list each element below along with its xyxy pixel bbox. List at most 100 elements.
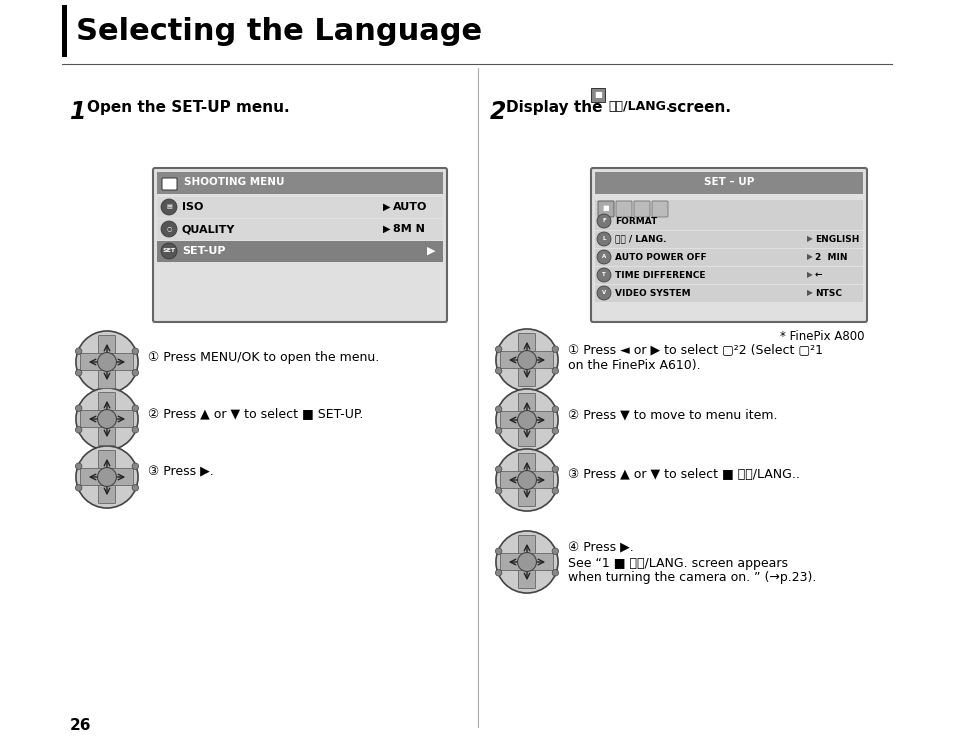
Text: V: V bbox=[601, 291, 605, 295]
Circle shape bbox=[161, 221, 177, 237]
Circle shape bbox=[132, 427, 138, 433]
Circle shape bbox=[495, 548, 501, 554]
Circle shape bbox=[597, 268, 610, 282]
Circle shape bbox=[495, 406, 501, 412]
Circle shape bbox=[495, 466, 501, 473]
Text: ▶: ▶ bbox=[806, 252, 812, 261]
Text: ③ Press ▲ or ▼ to select ■ 言語/LANG..: ③ Press ▲ or ▼ to select ■ 言語/LANG.. bbox=[567, 469, 799, 482]
Bar bbox=[157, 197, 442, 218]
Text: ISO: ISO bbox=[182, 202, 203, 212]
FancyBboxPatch shape bbox=[152, 168, 447, 322]
FancyBboxPatch shape bbox=[80, 411, 133, 427]
Text: ○: ○ bbox=[166, 226, 172, 232]
Text: SHOOTING MENU: SHOOTING MENU bbox=[184, 177, 284, 187]
Text: TIME DIFFERENCE: TIME DIFFERENCE bbox=[615, 270, 705, 279]
Text: ① Press ◄ or ▶ to select ▢²2 (Select ▢²1: ① Press ◄ or ▶ to select ▢²2 (Select ▢²1 bbox=[567, 344, 822, 356]
Text: SET-UP: SET-UP bbox=[182, 246, 225, 256]
FancyBboxPatch shape bbox=[616, 201, 631, 217]
Bar bbox=[595, 213, 862, 230]
Text: * FinePix A800: * FinePix A800 bbox=[780, 330, 864, 343]
Bar bbox=[157, 219, 442, 240]
FancyBboxPatch shape bbox=[517, 393, 535, 447]
Circle shape bbox=[97, 467, 116, 486]
Circle shape bbox=[495, 427, 501, 434]
Text: F: F bbox=[601, 218, 605, 223]
Bar bbox=[595, 200, 862, 218]
Text: See “1 ■ 言語/LANG. screen appears: See “1 ■ 言語/LANG. screen appears bbox=[567, 556, 787, 569]
Circle shape bbox=[552, 346, 558, 353]
Circle shape bbox=[597, 232, 610, 246]
Circle shape bbox=[517, 553, 536, 572]
Circle shape bbox=[97, 353, 116, 371]
Text: A: A bbox=[601, 254, 605, 260]
Text: ←: ← bbox=[814, 270, 821, 279]
Circle shape bbox=[552, 406, 558, 412]
Ellipse shape bbox=[496, 389, 558, 451]
Bar bbox=[595, 267, 862, 284]
Text: Selecting the Language: Selecting the Language bbox=[76, 17, 481, 45]
Bar bbox=[595, 172, 862, 194]
Text: AUTO POWER OFF: AUTO POWER OFF bbox=[615, 252, 706, 261]
FancyBboxPatch shape bbox=[499, 351, 553, 368]
Circle shape bbox=[552, 466, 558, 473]
Text: 2  MIN: 2 MIN bbox=[814, 252, 846, 261]
FancyBboxPatch shape bbox=[517, 535, 535, 589]
FancyBboxPatch shape bbox=[499, 553, 553, 571]
Circle shape bbox=[495, 488, 501, 494]
FancyBboxPatch shape bbox=[80, 468, 133, 485]
Text: ▶: ▶ bbox=[806, 270, 812, 279]
Text: ▶: ▶ bbox=[382, 202, 390, 212]
Circle shape bbox=[597, 250, 610, 264]
Text: ② Press ▼ to move to menu item.: ② Press ▼ to move to menu item. bbox=[567, 408, 777, 421]
Text: AUTO: AUTO bbox=[393, 202, 427, 212]
Text: VIDEO SYSTEM: VIDEO SYSTEM bbox=[615, 288, 690, 297]
Bar bbox=[590, 88, 604, 102]
Bar bbox=[157, 241, 442, 262]
Circle shape bbox=[161, 199, 177, 215]
Circle shape bbox=[75, 405, 82, 411]
FancyBboxPatch shape bbox=[499, 411, 553, 429]
FancyBboxPatch shape bbox=[517, 453, 535, 507]
Circle shape bbox=[495, 368, 501, 374]
Circle shape bbox=[552, 427, 558, 434]
Bar bbox=[157, 172, 442, 194]
Circle shape bbox=[495, 346, 501, 353]
Ellipse shape bbox=[496, 531, 558, 593]
Text: ▶: ▶ bbox=[426, 246, 435, 256]
Circle shape bbox=[552, 488, 558, 494]
Circle shape bbox=[132, 485, 138, 491]
Text: T: T bbox=[601, 273, 605, 278]
Text: ③ Press ▶.: ③ Press ▶. bbox=[148, 466, 213, 479]
FancyBboxPatch shape bbox=[98, 335, 115, 389]
Bar bbox=[62, 5, 67, 57]
Circle shape bbox=[517, 470, 536, 489]
Text: 言語 / LANG.: 言語 / LANG. bbox=[615, 235, 666, 244]
Ellipse shape bbox=[496, 449, 558, 511]
Circle shape bbox=[97, 409, 116, 428]
Text: ② Press ▲ or ▼ to select ■ SET-UP.: ② Press ▲ or ▼ to select ■ SET-UP. bbox=[148, 408, 363, 421]
Circle shape bbox=[552, 548, 558, 554]
Text: FORMAT: FORMAT bbox=[615, 217, 657, 226]
Circle shape bbox=[495, 569, 501, 576]
Circle shape bbox=[517, 411, 536, 430]
Text: 26: 26 bbox=[70, 718, 91, 733]
Circle shape bbox=[75, 427, 82, 433]
Text: SET: SET bbox=[162, 248, 175, 254]
Text: ④ Press ▶.: ④ Press ▶. bbox=[567, 541, 633, 554]
FancyBboxPatch shape bbox=[98, 393, 115, 445]
Text: on the FinePix A610).: on the FinePix A610). bbox=[567, 359, 700, 372]
Ellipse shape bbox=[496, 329, 558, 391]
Ellipse shape bbox=[76, 446, 138, 508]
Text: screen.: screen. bbox=[662, 100, 730, 115]
Text: ① Press MENU/OK to open the menu.: ① Press MENU/OK to open the menu. bbox=[148, 350, 379, 363]
Ellipse shape bbox=[76, 388, 138, 450]
FancyBboxPatch shape bbox=[98, 450, 115, 504]
Text: ▶: ▶ bbox=[382, 224, 390, 234]
Ellipse shape bbox=[76, 331, 138, 393]
Circle shape bbox=[597, 214, 610, 228]
Text: QUALITY: QUALITY bbox=[182, 224, 235, 234]
FancyBboxPatch shape bbox=[80, 353, 133, 371]
Text: ▶: ▶ bbox=[806, 288, 812, 297]
Circle shape bbox=[75, 348, 82, 354]
FancyBboxPatch shape bbox=[590, 168, 866, 322]
